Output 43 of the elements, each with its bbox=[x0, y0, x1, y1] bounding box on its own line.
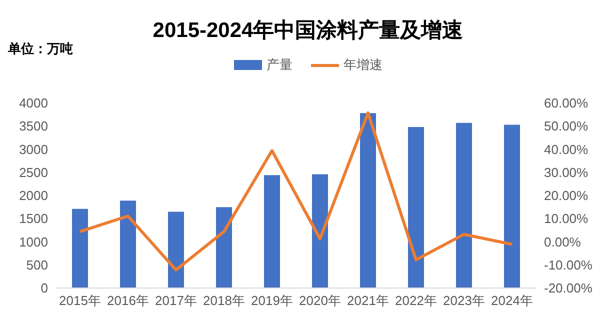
y2-tick-label: 50.00% bbox=[544, 118, 589, 134]
y-tick-label: 500 bbox=[26, 257, 48, 272]
x-tick-label: 2021年 bbox=[347, 293, 389, 308]
bar bbox=[504, 124, 520, 288]
legend-label: 年增速 bbox=[342, 56, 382, 74]
bar bbox=[216, 207, 232, 288]
bar bbox=[360, 113, 376, 288]
x-tick-label: 2018年 bbox=[203, 293, 245, 308]
x-tick-label: 2023年 bbox=[443, 293, 485, 308]
bar bbox=[456, 122, 472, 288]
y-tick-label: 2500 bbox=[19, 164, 48, 180]
y-tick-label: 3000 bbox=[19, 142, 48, 157]
x-tick-label: 2016年 bbox=[107, 293, 149, 308]
chart-title: 2015-2024年中国涂料产量及增速 bbox=[152, 19, 464, 42]
y-tick-label: 2000 bbox=[19, 188, 48, 204]
y-tick-label: 4000 bbox=[19, 96, 48, 111]
line-series bbox=[78, 111, 514, 272]
x-tick-label: 2022年 bbox=[395, 293, 437, 308]
y2-tick-label: 30.00% bbox=[544, 164, 589, 180]
x-tick-label: 2015年 bbox=[59, 293, 101, 308]
y2-tick-label: -10.00% bbox=[544, 257, 593, 272]
x-tick-label: 2024年 bbox=[491, 293, 533, 308]
bar bbox=[312, 174, 328, 288]
y-axis-title: 单位：万吨 bbox=[8, 40, 73, 58]
y2-tick-label: -20.00% bbox=[544, 280, 593, 296]
bar bbox=[72, 208, 88, 288]
bar bbox=[120, 200, 136, 288]
y-tick-label: 0 bbox=[40, 280, 48, 296]
y2-tick-label: 20.00% bbox=[544, 188, 589, 204]
y-tick-label: 1500 bbox=[19, 211, 48, 226]
y-tick-label: 3500 bbox=[19, 118, 48, 134]
y2-tick-label: 0.00% bbox=[544, 234, 582, 250]
y2-tick-label: 10.00% bbox=[544, 211, 589, 226]
y-tick-label: 1000 bbox=[19, 234, 48, 250]
x-tick-label: 2020年 bbox=[299, 293, 341, 308]
x-tick-label: 2017年 bbox=[155, 293, 197, 308]
legend-label: 产量 bbox=[266, 56, 292, 74]
y2-tick-label: 60.00% bbox=[544, 96, 589, 111]
bar bbox=[408, 127, 424, 288]
bar bbox=[264, 175, 280, 288]
x-tick-label: 2019年 bbox=[251, 293, 293, 308]
y2-tick-label: 40.00% bbox=[544, 142, 589, 157]
bar bbox=[168, 212, 184, 288]
